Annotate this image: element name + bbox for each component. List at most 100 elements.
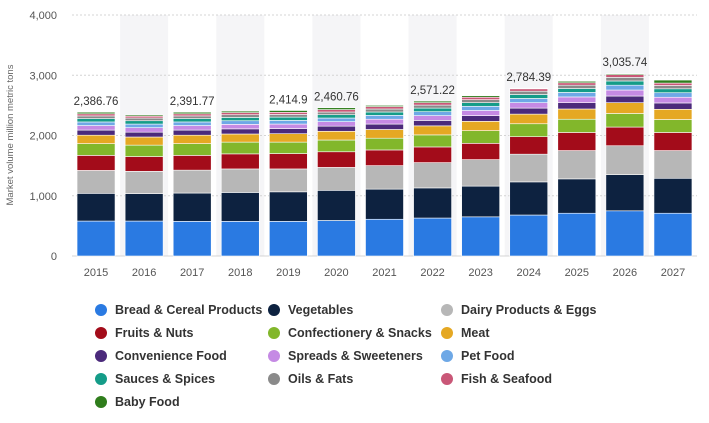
bar-segment <box>172 155 212 171</box>
bar-segment <box>605 145 645 175</box>
bar-segment <box>317 111 356 116</box>
bar-segment <box>317 114 356 119</box>
bar-segment <box>605 80 645 86</box>
bar-segment <box>557 212 597 257</box>
total-labels: 2,386.76 2,391.77 2,414.9 2,460.76 2,571.22 2… <box>74 57 648 108</box>
legend-item[interactable]: Convenience Food <box>95 348 268 364</box>
bar-segment <box>124 171 164 194</box>
bar-segment <box>557 82 597 86</box>
bar-segment <box>220 128 260 135</box>
stacked-bar-chart: 2,386.76 2,391.77 2,414.9 2,460.76 2,571.22 2… <box>5 10 697 279</box>
bar-segment <box>605 77 645 82</box>
x-tick-label: 2026 <box>613 267 637 279</box>
bar-segment <box>220 117 260 122</box>
bar-segment <box>413 115 452 121</box>
bar-segment <box>461 216 500 257</box>
bar-segment <box>605 95 645 103</box>
bar-segment <box>269 123 308 129</box>
legend-item[interactable]: Baby Food <box>95 394 268 410</box>
bar-segment <box>220 141 260 155</box>
bar-segment <box>269 221 308 257</box>
legend-swatch <box>95 350 107 362</box>
bar-segment <box>413 104 452 109</box>
bar-segment <box>220 124 260 130</box>
bar-segment <box>461 95 500 98</box>
bar-segment <box>557 80 597 84</box>
bar-segment <box>509 98 549 103</box>
legend-swatch <box>441 304 453 316</box>
bar-segment <box>509 94 549 99</box>
legend-item[interactable]: Confectionery & Snacks <box>268 325 441 341</box>
bar-segment <box>172 118 212 123</box>
y-tick-label: 1,000 <box>29 191 57 203</box>
legend-label: Spreads & Sweeteners <box>288 349 423 363</box>
bar-segment <box>461 102 500 107</box>
legend-item[interactable]: Fish & Seafood <box>441 371 614 387</box>
x-tick-label: 2017 <box>180 267 204 279</box>
total-label: 2,391.77 <box>170 96 215 108</box>
legend-swatch <box>95 373 107 385</box>
bar-segment <box>509 113 549 125</box>
total-label: 2,571.22 <box>410 85 455 97</box>
bar-segment <box>413 187 452 219</box>
total-label: 2,414.9 <box>269 95 307 107</box>
bar-segment <box>172 115 212 119</box>
bar-segment <box>269 116 308 121</box>
bar-segment <box>124 193 164 222</box>
legend-swatch <box>268 373 280 385</box>
legend-label: Meat <box>461 326 490 340</box>
total-label: 2,784.39 <box>506 72 551 84</box>
bar-segment <box>317 139 356 153</box>
bar-segment <box>653 212 693 257</box>
bar-segment <box>317 167 356 191</box>
bar-segment <box>124 117 164 122</box>
bar-segment <box>461 130 500 144</box>
legend-item[interactable]: Pet Food <box>441 348 614 364</box>
bar-segment <box>605 113 645 128</box>
bar-segment <box>124 156 164 172</box>
bar-segment <box>317 107 356 110</box>
bar-segment <box>76 134 116 144</box>
bar-segment <box>76 111 116 115</box>
bar-segment <box>509 90 549 95</box>
bar-segment <box>653 132 693 151</box>
legend-swatch <box>95 304 107 316</box>
bars <box>76 73 693 257</box>
bar-segment <box>172 134 212 144</box>
bar-segment <box>76 125 116 131</box>
bar-segment <box>365 118 404 125</box>
bar-segment <box>461 110 500 116</box>
bar-segment <box>413 162 452 189</box>
bar-segment <box>365 108 404 113</box>
bar-segment <box>509 153 549 183</box>
bar-segment <box>461 105 500 111</box>
bar-segment <box>461 96 500 100</box>
legend-item[interactable]: Vegetables <box>268 302 441 318</box>
bar-segment <box>220 133 260 143</box>
legend-item[interactable]: Fruits & Nuts <box>95 325 268 341</box>
bar-segment <box>269 128 308 134</box>
bar-segment <box>365 106 404 110</box>
y-tick-label: 0 <box>51 251 57 263</box>
legend-item[interactable]: Meat <box>441 325 614 341</box>
bar-segment <box>413 146 452 163</box>
bar-segment <box>317 130 356 141</box>
bar-segment <box>653 177 693 214</box>
bar-segment <box>124 114 164 117</box>
legend-swatch <box>441 327 453 339</box>
legend-item[interactable]: Sauces & Spices <box>95 371 268 387</box>
x-tick-label: 2025 <box>565 267 589 279</box>
legend-item[interactable]: Bread & Cereal Products <box>95 302 268 318</box>
x-axis-ticks: 2015 2016 2017 2018 2019 2020 2021 2022 2023 2024… <box>84 267 685 279</box>
bar-segment <box>317 220 356 257</box>
legend-label: Bread & Cereal Products <box>115 303 263 317</box>
x-tick-label: 2022 <box>420 267 444 279</box>
bar-segment <box>413 100 452 103</box>
bar-segment <box>269 168 308 193</box>
legend-item[interactable]: Spreads & Sweeteners <box>268 348 441 364</box>
bar-segment <box>76 220 116 257</box>
bar-segment <box>220 221 260 257</box>
bar-segment <box>413 107 452 113</box>
legend-item[interactable]: Oils & Fats <box>268 371 441 387</box>
legend-item[interactable]: Dairy Products & Eggs <box>441 302 614 318</box>
